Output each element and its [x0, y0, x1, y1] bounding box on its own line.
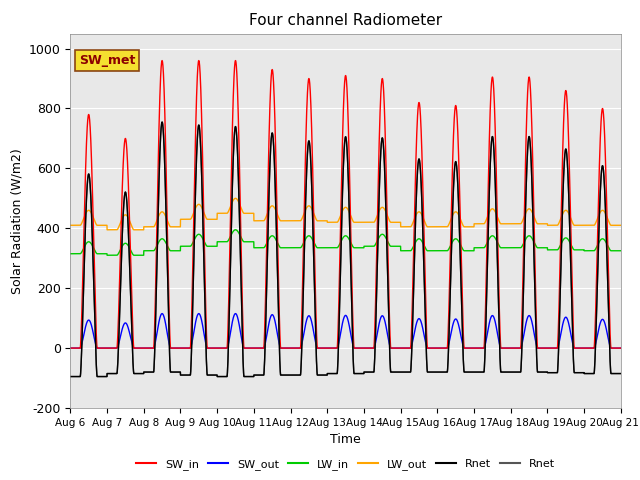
SW_out	[325, 345, 333, 351]
SW_in	[67, 345, 74, 351]
Line: Rnet: Rnet	[70, 122, 621, 376]
LW_in	[500, 245, 508, 251]
Line: LW_in: LW_in	[70, 230, 621, 255]
SW_in	[469, 345, 477, 351]
SW_in	[500, 345, 508, 351]
LW_in	[616, 248, 624, 253]
X-axis label: Time: Time	[330, 433, 361, 446]
Rnet2	[67, 373, 74, 379]
LW_in	[439, 248, 447, 253]
SW_out	[438, 345, 446, 351]
Rnet2	[469, 369, 477, 375]
LW_out	[232, 195, 239, 201]
LW_in	[617, 248, 625, 253]
SW_in	[616, 345, 624, 351]
Rnet2	[617, 371, 625, 376]
SW_out	[158, 311, 166, 316]
LW_out	[500, 221, 508, 227]
LW_out	[469, 224, 477, 229]
Line: Rnet2: Rnet2	[70, 122, 621, 376]
SW_out	[67, 345, 74, 351]
Y-axis label: Solar Radiation (W/m2): Solar Radiation (W/m2)	[10, 148, 23, 294]
Rnet	[67, 373, 74, 379]
SW_in	[325, 345, 333, 351]
SW_in	[438, 345, 446, 351]
SW_in	[166, 319, 173, 325]
SW_out	[500, 345, 508, 351]
Rnet	[158, 119, 166, 125]
Rnet	[616, 371, 624, 376]
LW_in	[469, 248, 477, 253]
LW_in	[166, 247, 173, 252]
LW_in	[67, 251, 74, 257]
Rnet	[438, 369, 446, 375]
LW_out	[103, 227, 111, 233]
LW_in	[103, 252, 111, 258]
Rnet	[500, 369, 508, 375]
SW_out	[617, 345, 625, 351]
Rnet2	[500, 369, 508, 375]
Rnet2	[616, 371, 624, 376]
Rnet	[617, 371, 625, 376]
LW_out	[616, 222, 624, 228]
SW_out	[469, 345, 477, 351]
SW_in	[158, 58, 166, 63]
LW_out	[617, 222, 625, 228]
Line: SW_in: SW_in	[70, 60, 621, 348]
LW_out	[439, 224, 447, 229]
LW_out	[325, 219, 333, 225]
Title: Four channel Radiometer: Four channel Radiometer	[249, 13, 442, 28]
LW_in	[325, 245, 333, 251]
Rnet2	[158, 119, 166, 125]
SW_in	[617, 345, 625, 351]
Line: LW_out: LW_out	[70, 198, 621, 230]
Rnet2	[325, 371, 333, 376]
SW_out	[616, 345, 624, 351]
LW_in	[232, 227, 239, 233]
Legend: SW_in, SW_out, LW_in, LW_out, Rnet, Rnet: SW_in, SW_out, LW_in, LW_out, Rnet, Rnet	[132, 455, 559, 475]
SW_out	[166, 342, 173, 348]
Rnet	[325, 371, 333, 376]
LW_out	[166, 223, 173, 228]
Text: SW_met: SW_met	[79, 54, 135, 67]
Rnet2	[166, 347, 173, 352]
Rnet	[166, 347, 173, 352]
Rnet2	[438, 369, 446, 375]
Rnet	[469, 369, 477, 375]
Line: SW_out: SW_out	[70, 313, 621, 348]
LW_out	[67, 222, 74, 228]
